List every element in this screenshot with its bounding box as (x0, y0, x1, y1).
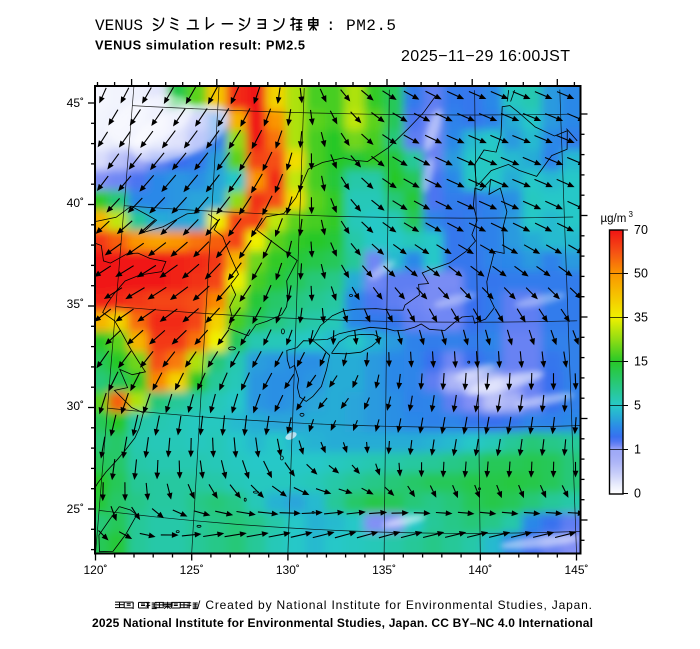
svg-text:120˚: 120˚ (83, 563, 107, 577)
svg-text:0: 0 (634, 487, 641, 501)
svg-text:µg/m: µg/m (601, 213, 627, 225)
svg-text:125˚: 125˚ (180, 563, 204, 577)
svg-text:3: 3 (629, 210, 634, 219)
svg-text:70: 70 (634, 223, 648, 237)
svg-text:25˚: 25˚ (67, 502, 84, 516)
svg-text:VENUS: VENUS (95, 17, 143, 35)
svg-text:135˚: 135˚ (372, 563, 396, 577)
svg-text:2025−11−29 16:00JST: 2025−11−29 16:00JST (401, 48, 570, 65)
svg-text::: : (132, 600, 135, 612)
svg-text:130˚: 130˚ (276, 563, 300, 577)
svg-text:: PM2.5: : PM2.5 (326, 17, 396, 35)
svg-text:45˚: 45˚ (67, 96, 84, 110)
svg-text:VENUS simulation result: PM2.5: VENUS simulation result: PM2.5 (95, 38, 305, 53)
svg-text:50: 50 (634, 267, 648, 281)
svg-text:35˚: 35˚ (67, 297, 84, 311)
svg-text:1: 1 (634, 443, 641, 457)
svg-text:5: 5 (634, 399, 641, 413)
svg-text:145˚: 145˚ (564, 563, 588, 577)
svg-text:2025 National Institute for En: 2025 National Institute for Environmenta… (92, 616, 593, 630)
svg-text:40˚: 40˚ (67, 196, 84, 210)
svg-text:15: 15 (634, 355, 648, 369)
svg-text:140˚: 140˚ (468, 563, 492, 577)
svg-text:/ Created by National Institut: / Created by National Institute for Envi… (197, 598, 592, 612)
svg-text:35: 35 (634, 311, 648, 325)
svg-text:30˚: 30˚ (67, 399, 84, 413)
